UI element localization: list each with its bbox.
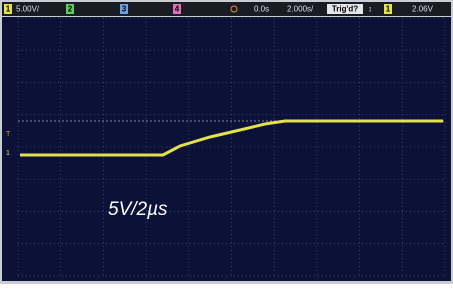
- scope-screen: 1 5.00V/ 2 3 4 0.0s 2.000s/ Trig'd? ↕ 1 …: [0, 0, 453, 284]
- channel-marker: 1: [6, 150, 10, 157]
- ch1-scale: 5.00V/: [16, 5, 40, 14]
- ch4-label: 4: [175, 5, 180, 14]
- time-scale: 2.000s/: [287, 5, 314, 14]
- ch1-label: 1: [6, 5, 11, 14]
- display: [2, 17, 451, 281]
- trigger-marker: T: [6, 131, 11, 138]
- trigger-source: 1: [386, 5, 391, 14]
- trigger-level: 2.06V: [412, 5, 434, 14]
- trigger-slope: ↕: [368, 5, 372, 14]
- ch3-label: 3: [122, 5, 127, 14]
- annotation: 5V/2µs: [108, 199, 168, 220]
- ch2-label: 2: [68, 5, 73, 14]
- trigger-status: Trig'd?: [332, 5, 358, 14]
- time-offset: 0.0s: [254, 5, 269, 14]
